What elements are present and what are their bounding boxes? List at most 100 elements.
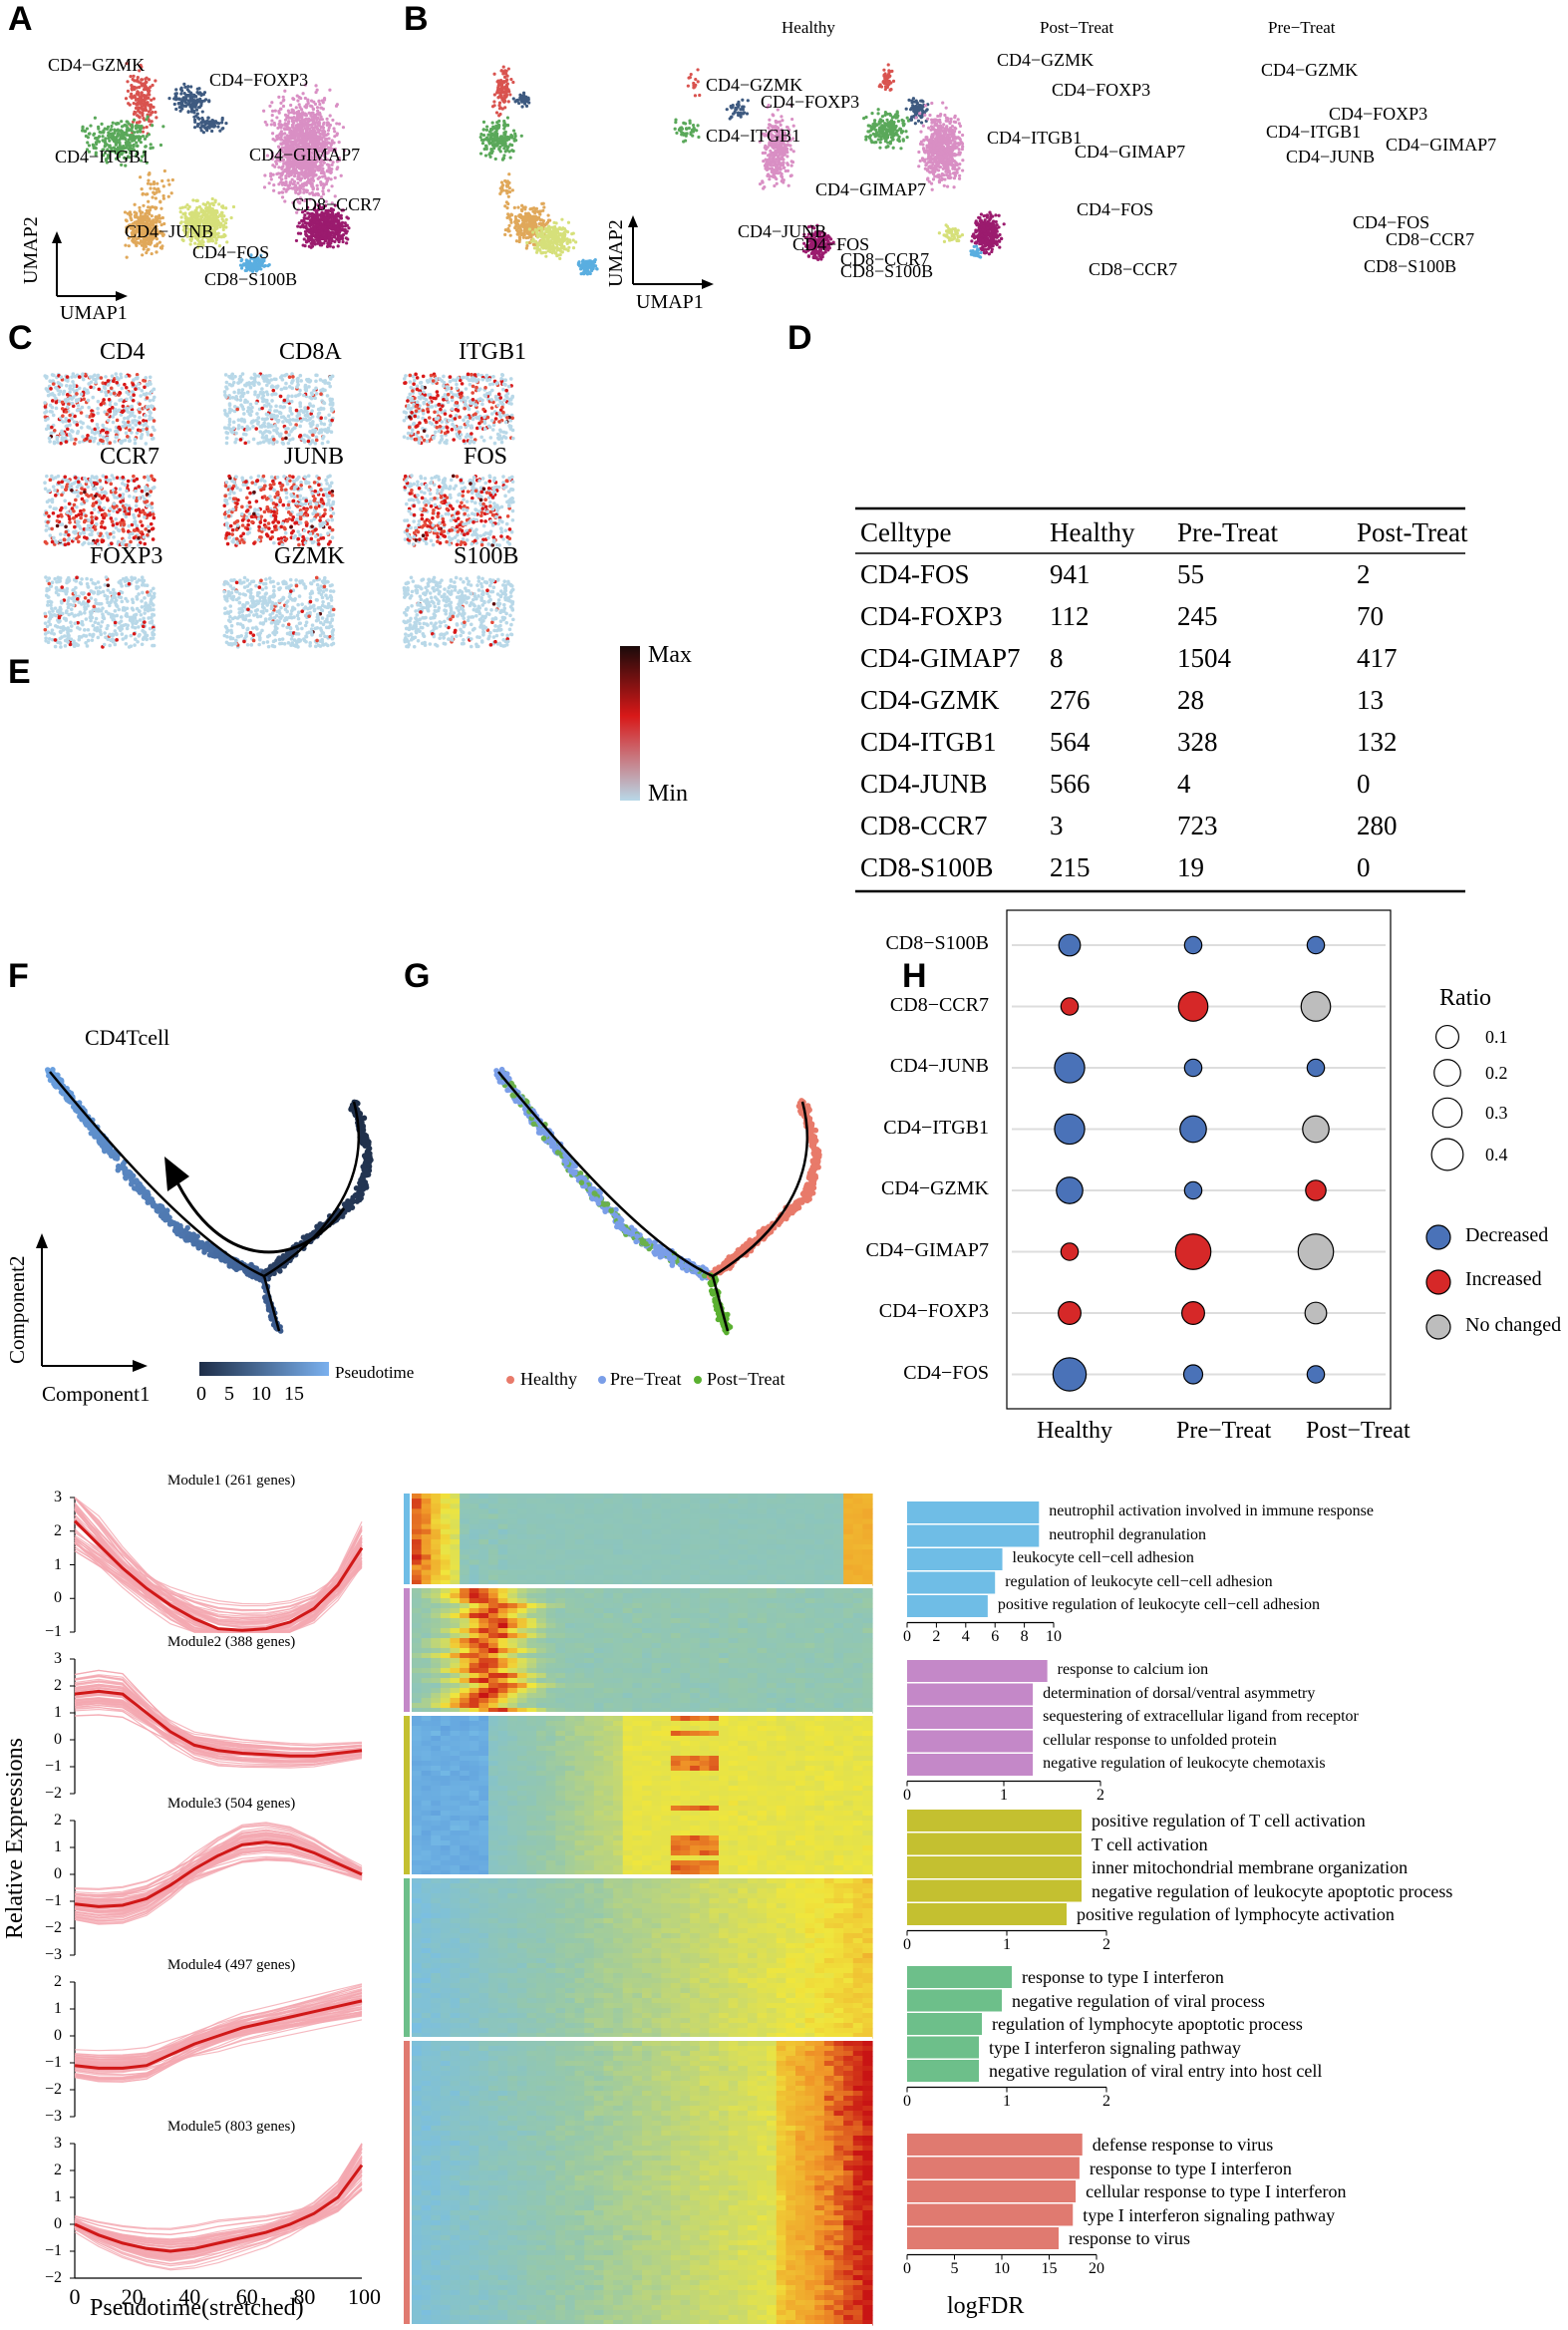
bubble-row-label: CD8−S100B — [0, 932, 989, 955]
table-cell: 4 — [1177, 763, 1357, 805]
table-cell: 280 — [1357, 805, 1476, 846]
umap-b-r-ccr7: CD8−CCR7 — [1386, 229, 1474, 250]
panel-label-h: H — [902, 957, 927, 996]
table-cell: 1504 — [1177, 637, 1357, 679]
go-bar-group — [906, 1810, 1107, 1936]
feature-gene-junb: JUNB — [284, 444, 344, 471]
module-ytick: 3 — [38, 1489, 62, 1506]
module-plot — [70, 1497, 364, 1633]
feature-gene-fos: FOS — [464, 444, 507, 471]
module-ytick: 0 — [38, 2215, 62, 2233]
table-header: Post-Treat — [1357, 511, 1476, 553]
heatmap-module-bar — [404, 2041, 410, 2325]
table-cell: CD4-ITGB1 — [860, 721, 1050, 763]
bubble-point — [1054, 1052, 1086, 1084]
module-xtick: 40 — [175, 2284, 203, 2310]
module-ytick: −2 — [38, 2081, 62, 2099]
umap-a-label-foxp3: CD4−FOXP3 — [209, 70, 308, 91]
umap-b-r-junb: CD4−JUNB — [1286, 147, 1375, 167]
table-row: CD4-JUNB 566 4 0 — [860, 763, 1476, 805]
module-mean-curve — [74, 2164, 364, 2253]
umap-b-h-itgb1: CD4−ITGB1 — [706, 126, 800, 147]
bubble-col-pre: Pre−Treat — [1176, 1418, 1271, 1445]
trajectory-plots — [36, 1066, 822, 1384]
go-bar — [907, 1683, 1034, 1706]
go-term-label: neutrophil activation involved in immune… — [1049, 1502, 1374, 1520]
trajectory-legend-dot — [598, 1376, 606, 1384]
go-term-label: neutrophil degranulation — [1049, 1526, 1206, 1544]
go-bar — [907, 1524, 1040, 1547]
go-term-label: inner mitochondrial membrane organizatio… — [1092, 1857, 1408, 1878]
table-cell: 132 — [1357, 721, 1476, 763]
bubble-row-label: CD4−ITGB1 — [0, 1117, 989, 1140]
umap-b-h-gimap7: CD4−GIMAP7 — [815, 179, 926, 200]
feature-plot-fos — [402, 474, 515, 547]
go-xtick: 2 — [1091, 1787, 1110, 1805]
go-xtick: 0 — [897, 1787, 917, 1805]
go-term-label: response to type I interferon — [1090, 2159, 1292, 2179]
ratio-legend-title: Ratio — [1439, 985, 1491, 1012]
go-bar — [907, 1903, 1067, 1925]
table-row: CD4-FOS 941 55 2 — [860, 553, 1476, 595]
heatmap-module-block — [404, 2041, 873, 2326]
bubble-point — [1304, 1301, 1328, 1325]
go-bar-group — [906, 1966, 1107, 2093]
trajectory-axes — [36, 1233, 148, 1372]
module-mean-curve — [74, 1999, 363, 2070]
colorbar-max: Max — [648, 642, 692, 669]
feature-gene-cd4: CD4 — [100, 339, 145, 366]
go-xtick: 1 — [994, 1787, 1014, 1805]
ratio-legend-circle — [1431, 1097, 1463, 1129]
go-xtick: 2 — [926, 1628, 946, 1646]
status-legend-decreased: Decreased — [1465, 1224, 1548, 1247]
module-ytick: −2 — [38, 1919, 62, 1937]
go-term-label: defense response to virus — [1093, 2135, 1273, 2156]
module-ytick: 0 — [38, 1731, 62, 1749]
pseudotime-tick: 5 — [224, 1383, 234, 1406]
go-term-label: response to type I interferon — [1022, 1967, 1224, 1988]
trajectory-legend-healthy: Healthy — [520, 1369, 577, 1390]
go-term-label: leukocyte cell−cell adhesion — [1013, 1549, 1194, 1567]
feature-gene-foxp3: FOXP3 — [90, 543, 162, 570]
table-header-row: Celltype Healthy Pre-Treat Post-Treat — [860, 511, 1476, 553]
go-term-label: type I interferon signaling pathway — [1083, 2205, 1335, 2226]
table-cell: 566 — [1050, 763, 1177, 805]
heatmap-separator — [404, 2324, 872, 2328]
cell-cluster — [969, 244, 983, 259]
ratio-legend-circle — [1434, 1024, 1460, 1050]
cell-cluster — [673, 118, 701, 144]
module-ytick: −1 — [38, 1758, 62, 1776]
module-ytick: −1 — [38, 2054, 62, 2072]
feature-plot-foxp3 — [43, 575, 157, 649]
go-term-label: negative regulation of leukocyte apoptot… — [1092, 1881, 1452, 1902]
umap-b-h-foxp3: CD4−FOXP3 — [761, 92, 859, 113]
umap-a-axes — [52, 231, 128, 301]
feature-plot-junb — [222, 474, 336, 547]
bubble-point — [1297, 1233, 1335, 1270]
status-legend-circle — [1425, 1224, 1451, 1250]
heatmap-module-block — [404, 1716, 873, 1876]
module-ytick: 0 — [38, 1865, 62, 1883]
bubble-point — [1181, 1301, 1205, 1325]
heatmap-separator — [404, 1584, 872, 1588]
bubble-row-label: CD4−FOXP3 — [0, 1300, 989, 1323]
heatmap-module-bar — [404, 1716, 410, 1875]
feature-gene-gzmk: GZMK — [274, 543, 345, 570]
go-bar-group — [906, 1501, 1055, 1628]
bubble-point — [1305, 1179, 1327, 1201]
cell-cluster — [80, 115, 165, 167]
module-ytick: 1 — [38, 1704, 62, 1722]
bubble-row-label: CD8−CCR7 — [0, 994, 989, 1017]
bubble-point — [1177, 991, 1209, 1022]
cell-cluster — [914, 101, 965, 191]
bubble-point — [1054, 1113, 1086, 1146]
umap-b-p-itgb1: CD4−ITGB1 — [987, 128, 1082, 149]
table-cell: CD4-FOS — [860, 553, 1050, 595]
pseudotime-heatmap — [404, 1494, 873, 2328]
bubble-point — [1300, 991, 1332, 1022]
module-ytick: 3 — [38, 2135, 62, 2153]
ratio-legend-label: 0.2 — [1485, 1063, 1508, 1084]
ratio-legend-label: 0.4 — [1485, 1145, 1508, 1165]
table-row: CD4-GZMK 276 28 13 — [860, 679, 1476, 721]
